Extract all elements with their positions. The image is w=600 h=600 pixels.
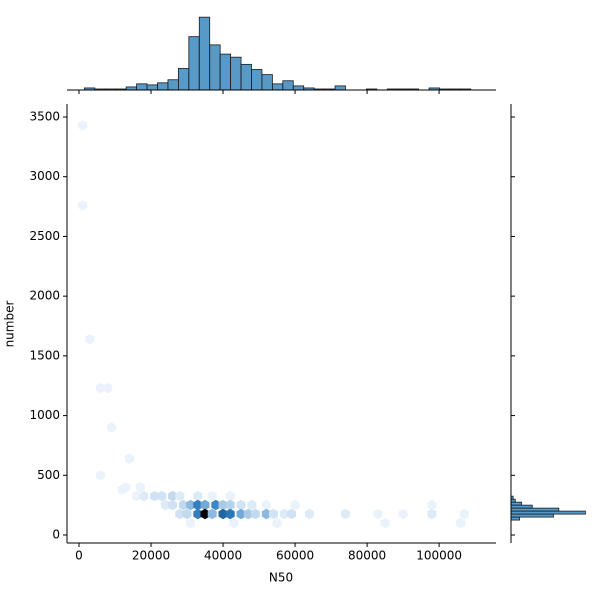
hex-cell bbox=[96, 382, 106, 394]
hex-cell bbox=[243, 508, 253, 520]
hist-bar bbox=[510, 516, 520, 521]
x-tick-label: 0 bbox=[75, 549, 83, 563]
hist-bar bbox=[167, 79, 179, 91]
hex-cell bbox=[261, 508, 271, 520]
hex-cell bbox=[236, 499, 246, 511]
y-tick-label: 1500 bbox=[29, 348, 60, 362]
hex-cell bbox=[186, 517, 196, 529]
hist-bar bbox=[198, 16, 211, 91]
hex-cell bbox=[193, 508, 203, 520]
hist-bar bbox=[261, 74, 273, 91]
hex-cell bbox=[160, 499, 170, 511]
hex-cell bbox=[200, 499, 210, 511]
hist-bar bbox=[219, 53, 232, 91]
hex-cell bbox=[182, 508, 192, 520]
hex-cell bbox=[175, 508, 185, 520]
hist-bar bbox=[510, 513, 554, 518]
hex-cell bbox=[287, 508, 296, 520]
hex-cell bbox=[186, 499, 196, 511]
x-tick-label: 80000 bbox=[348, 549, 386, 563]
hex-cell bbox=[85, 333, 95, 345]
hist-bar bbox=[251, 69, 263, 91]
hex-cell bbox=[96, 470, 106, 481]
hex-cell bbox=[124, 453, 134, 464]
hex-cell bbox=[200, 508, 210, 520]
hex-cell bbox=[121, 482, 131, 493]
hex-cell bbox=[459, 508, 469, 520]
hex-cell bbox=[103, 382, 113, 394]
hex-cell bbox=[272, 517, 282, 529]
hist-bar bbox=[230, 56, 242, 91]
hex-cell bbox=[398, 508, 408, 520]
hex-cell bbox=[157, 490, 167, 502]
hex-cell bbox=[207, 508, 217, 520]
hist-bar bbox=[240, 63, 252, 91]
hex-cell bbox=[229, 517, 239, 529]
hex-cell bbox=[78, 200, 88, 211]
hex-cell bbox=[341, 508, 350, 520]
hex-cell bbox=[279, 508, 289, 520]
x-tick-label: 100000 bbox=[416, 549, 462, 563]
x-axis-label: N50 bbox=[269, 571, 293, 585]
hist-bar bbox=[282, 80, 294, 91]
hex-cell bbox=[250, 508, 260, 520]
hist-bar bbox=[177, 68, 190, 91]
hex-cell bbox=[150, 490, 160, 502]
y-tick-label: 500 bbox=[37, 468, 60, 482]
x-tick-label: 20000 bbox=[132, 549, 170, 563]
hex-cell bbox=[168, 490, 178, 502]
hist-bar bbox=[510, 510, 586, 515]
x-tick-label: 60000 bbox=[276, 549, 314, 563]
x-tick-label: 40000 bbox=[204, 549, 242, 563]
hist-bar bbox=[510, 507, 560, 512]
hex-cell bbox=[305, 508, 314, 520]
hex-cell bbox=[236, 508, 246, 520]
y-axis-label: number bbox=[3, 301, 17, 348]
hist-bar bbox=[334, 85, 346, 91]
hex-cell bbox=[168, 499, 178, 511]
hex-cell bbox=[225, 490, 235, 502]
hex-cell bbox=[135, 482, 145, 493]
hex-cell bbox=[427, 508, 437, 520]
hist-bar bbox=[157, 82, 169, 91]
hex-cell bbox=[456, 517, 466, 529]
hex-cell bbox=[225, 499, 235, 511]
hex-cell bbox=[261, 499, 271, 511]
hex-cell bbox=[218, 508, 228, 520]
hist-bar bbox=[136, 83, 148, 91]
hex-cell bbox=[178, 499, 188, 511]
hex-cell bbox=[106, 422, 116, 433]
hex-cell bbox=[247, 499, 257, 511]
y-tick-label: 3500 bbox=[29, 110, 60, 124]
y-tick-label: 0 bbox=[52, 527, 60, 541]
hex-cell bbox=[78, 120, 88, 131]
y-tick-label: 3000 bbox=[29, 169, 60, 183]
hist-bar bbox=[271, 83, 284, 91]
hex-cell bbox=[290, 499, 300, 511]
y-tick-label: 1000 bbox=[29, 408, 60, 422]
hex-cell bbox=[373, 508, 383, 520]
hist-bar bbox=[510, 501, 523, 506]
hex-cell bbox=[427, 499, 437, 511]
hex-cell bbox=[269, 508, 278, 520]
y-tick-label: 2500 bbox=[29, 229, 60, 243]
hex-cell bbox=[193, 499, 203, 511]
hist-bar bbox=[209, 44, 221, 91]
hex-cell bbox=[132, 490, 142, 502]
hist-bar bbox=[146, 84, 158, 91]
hist-bar bbox=[292, 85, 305, 91]
hex-cell bbox=[139, 490, 149, 502]
hex-cell bbox=[193, 490, 203, 502]
hist-bar bbox=[188, 36, 200, 91]
hex-cell bbox=[175, 490, 185, 502]
hex-cell bbox=[380, 517, 390, 529]
hex-cell bbox=[218, 499, 228, 511]
hex-cell bbox=[207, 490, 217, 502]
hex-cell bbox=[225, 508, 235, 520]
hist-bar bbox=[510, 498, 516, 503]
y-tick-label: 2000 bbox=[29, 289, 60, 303]
hist-bar bbox=[510, 504, 533, 509]
hex-cell bbox=[211, 499, 221, 511]
